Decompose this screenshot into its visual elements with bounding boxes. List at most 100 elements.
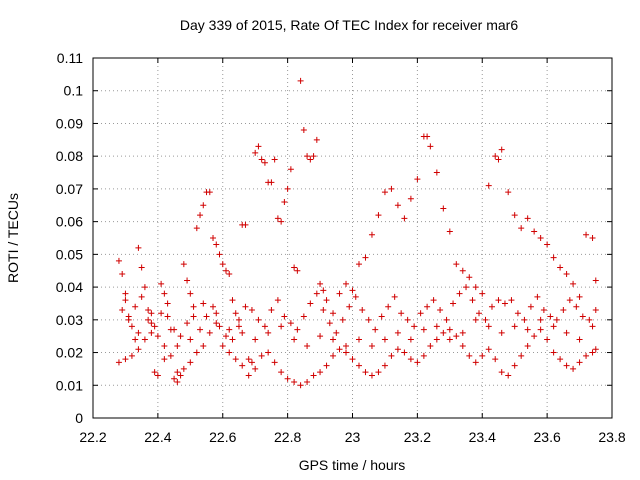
data-point [430, 297, 437, 304]
data-point [375, 212, 382, 219]
data-point [184, 277, 191, 284]
data-point [310, 153, 317, 160]
data-point [563, 362, 570, 369]
data-point [433, 169, 440, 176]
data-point [174, 369, 181, 376]
data-point [232, 356, 239, 363]
data-point [365, 316, 372, 323]
data-point [255, 316, 262, 323]
data-point [281, 313, 288, 320]
data-point [355, 336, 362, 343]
data-point [540, 307, 547, 313]
data-point [592, 307, 599, 313]
data-point [291, 264, 298, 271]
data-point [433, 323, 440, 330]
data-point [210, 303, 217, 310]
data-point [488, 303, 495, 310]
data-point [122, 290, 129, 297]
data-point [274, 215, 281, 222]
data-point [248, 307, 255, 313]
data-point [531, 228, 538, 235]
data-point [180, 365, 187, 372]
data-point [466, 352, 473, 359]
data-point [291, 379, 298, 385]
data-point [148, 310, 155, 317]
data-point [472, 284, 479, 291]
data-point [550, 349, 557, 356]
data-point [498, 369, 505, 376]
data-point [404, 316, 411, 323]
data-point [187, 336, 194, 343]
data-point [424, 133, 431, 140]
data-point [446, 336, 453, 343]
data-point [407, 356, 414, 363]
data-point [317, 333, 324, 340]
data-point [450, 300, 457, 307]
y-tick-label: 0.04 [56, 279, 83, 295]
data-point [521, 316, 528, 323]
data-point [274, 297, 281, 304]
data-point [115, 359, 122, 366]
data-point [161, 356, 168, 363]
data-point [524, 343, 531, 349]
data-point [164, 300, 171, 307]
data-point [151, 369, 158, 376]
data-point [570, 280, 577, 287]
data-point [394, 346, 401, 353]
data-point [206, 329, 213, 336]
data-point [343, 349, 350, 356]
data-point [355, 261, 362, 268]
data-point [304, 343, 311, 349]
data-point [537, 316, 544, 323]
data-point [261, 159, 268, 166]
data-point [187, 359, 194, 366]
data-point [349, 287, 356, 294]
x-axis-label: GPS time / hours [299, 457, 406, 473]
data-point [381, 362, 388, 369]
data-point [355, 362, 362, 369]
data-point [197, 326, 204, 333]
data-point [304, 379, 311, 385]
data-point [115, 257, 122, 264]
data-point [492, 356, 499, 363]
data-point [226, 271, 233, 277]
data-point [570, 365, 577, 372]
data-point [407, 336, 414, 343]
data-point [453, 333, 460, 340]
data-point [368, 231, 375, 238]
data-point [381, 189, 388, 196]
data-point [557, 264, 564, 271]
data-point [349, 356, 356, 363]
data-point [508, 297, 515, 304]
y-tick-label: 0 [75, 410, 83, 426]
data-point [495, 297, 502, 304]
data-point [544, 241, 551, 248]
data-point [265, 349, 272, 356]
data-point [317, 280, 324, 287]
x-tick-label: 23.8 [598, 429, 625, 445]
data-point [476, 310, 483, 317]
data-point [511, 362, 518, 369]
data-point [200, 300, 207, 307]
data-point [463, 284, 470, 291]
data-point [216, 251, 223, 258]
data-point [154, 333, 161, 340]
data-point [336, 346, 343, 353]
data-point [203, 313, 210, 320]
data-point [138, 293, 145, 300]
x-tick-label: 22.4 [144, 429, 171, 445]
data-point [550, 254, 557, 261]
data-point [592, 346, 599, 353]
data-point [368, 372, 375, 379]
data-point [372, 326, 379, 333]
y-axis-label: ROTI / TECUs [5, 193, 21, 283]
data-point [388, 352, 395, 359]
data-point [304, 153, 311, 160]
data-point [125, 316, 132, 323]
data-point [534, 293, 541, 300]
data-point [167, 352, 174, 359]
data-point [232, 310, 239, 317]
data-point [589, 235, 596, 241]
data-point [141, 284, 148, 291]
